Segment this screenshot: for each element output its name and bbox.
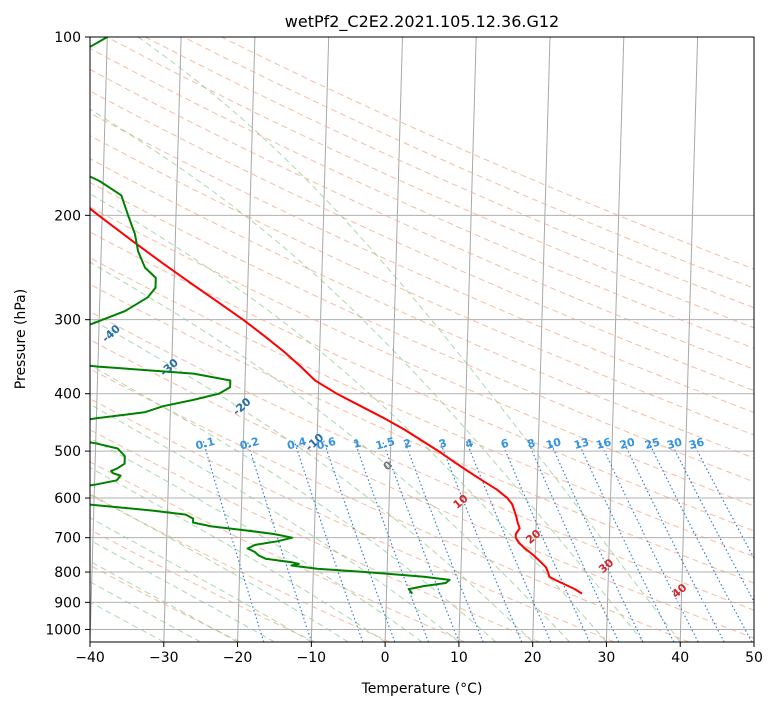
mixing-ratio-label: 6 <box>499 436 510 451</box>
x-axis-title: Temperature (°C) <box>361 681 483 697</box>
dewpoint-trace <box>90 37 451 595</box>
mixing-ratio-label: 1.5 <box>374 435 396 453</box>
moist-adiabat-line <box>90 261 570 642</box>
dry-adiabat-line <box>90 461 465 642</box>
y-tick-label: 200 <box>54 208 81 224</box>
y-tick-label: 900 <box>54 595 81 611</box>
mixing-ratio-label: 4 <box>464 436 475 451</box>
mixing-ratio-label: 2 <box>402 436 413 451</box>
moist-adiabat-line <box>90 403 460 642</box>
mixing-ratio-label: 0.1 <box>194 435 216 453</box>
mixing-ratio-label: 0.4 <box>286 435 309 453</box>
dry-adiabat-line <box>90 368 690 642</box>
moist-adiabat-line <box>90 493 349 642</box>
isotherm-line <box>605 37 625 642</box>
x-tick-label: 0 <box>381 650 390 666</box>
y-tick-label: 700 <box>54 531 81 547</box>
x-tick-label: 30 <box>598 650 616 666</box>
isotherm-line <box>458 37 477 642</box>
isotherm-line <box>163 37 182 642</box>
mixing-ratio-label: 13 <box>572 435 590 452</box>
isotherm-line <box>532 37 551 642</box>
mixing-ratio-line <box>202 440 265 642</box>
mixing-ratio-line <box>439 440 523 642</box>
dry-adiabat-line <box>144 37 754 309</box>
dry-adiabat-line <box>90 429 540 642</box>
mixing-ratio-label: 0.6 <box>315 435 338 453</box>
mixing-ratio-line <box>669 440 754 603</box>
x-tick-label: 20 <box>524 650 542 666</box>
mixing-ratio-label: 3 <box>437 436 448 451</box>
moist-adiabat-line <box>90 193 607 642</box>
isotherm-line <box>90 37 108 642</box>
dry-adiabat-line <box>90 310 754 611</box>
dry-adiabat-line <box>90 339 754 639</box>
dry-adiabat-line <box>90 68 754 370</box>
dry-adiabat-line <box>90 112 754 414</box>
mixing-ratio-line <box>323 440 396 642</box>
x-tick-label: −30 <box>149 650 179 666</box>
mixing-ratio-label: 8 <box>526 436 537 451</box>
dry-adiabat-line <box>90 206 754 507</box>
y-tick-label: 1000 <box>45 622 81 638</box>
isotherm-line <box>237 37 256 642</box>
y-axis-ticks: 100 200 300 400 500 600 700 800 900 1000 <box>45 30 90 638</box>
moist-adiabat-line <box>90 467 386 642</box>
y-tick-label: 300 <box>54 313 81 329</box>
plot-frame <box>89 36 755 643</box>
mixing-ratio-label: 10 <box>544 435 562 452</box>
dry-adiabat-line <box>90 231 754 532</box>
moist-adiabat-line <box>90 437 423 642</box>
mixing-ratio-label: 1 <box>352 436 363 451</box>
y-tick-label: 800 <box>54 565 81 581</box>
x-axis-ticks: −40 −30 −20 −10 0 10 20 30 40 50 <box>75 642 763 666</box>
dry-adiabat-line <box>90 398 615 642</box>
mixing-ratio-line <box>691 440 754 560</box>
dry-adiabat-line <box>90 494 391 642</box>
temperature-trace <box>90 207 583 595</box>
chart-title: wetPf2_C2E2.2021.105.12.36.G12 <box>285 12 559 32</box>
dry-adiabat-line <box>90 564 241 642</box>
moist-adiabat-line <box>90 364 497 642</box>
y-tick-label: 500 <box>54 444 81 460</box>
x-tick-label: 40 <box>671 650 689 666</box>
x-tick-label: −10 <box>297 650 327 666</box>
moist-adiabat-line <box>90 317 534 642</box>
isotherm-line <box>384 37 403 642</box>
mixing-ratio-label: 25 <box>643 435 661 452</box>
y-tick-label: 400 <box>54 387 81 403</box>
mixing-ratio-line <box>577 440 675 642</box>
moist-adiabat-line <box>90 517 312 642</box>
mixing-ratio-line <box>647 440 753 642</box>
x-tick-label: 50 <box>745 650 763 666</box>
dry-adiabat-line <box>90 135 754 436</box>
mixing-ratio-label: 0.2 <box>238 435 260 453</box>
background-lines <box>90 37 754 642</box>
dry-adiabat-line <box>90 47 754 349</box>
mixing-ratio-line <box>353 440 430 642</box>
y-tick-label: 600 <box>54 491 81 507</box>
sounding-traces <box>90 37 583 595</box>
moist-adiabat-line <box>90 108 644 642</box>
isotherm-line <box>753 624 754 642</box>
x-tick-label: −40 <box>75 650 105 666</box>
y-tick-label: 100 <box>54 30 81 46</box>
isotherm-line <box>310 37 330 642</box>
x-tick-label: −20 <box>223 650 253 666</box>
y-axis-title: Pressure (hPa) <box>13 289 29 389</box>
mixing-ratio-label: 36 <box>688 435 706 452</box>
moist-adiabat-line <box>137 37 681 642</box>
mixing-ratio-label: 30 <box>665 435 683 452</box>
mixing-ratio-line <box>465 440 552 642</box>
isotherm-line <box>679 37 699 642</box>
mixing-ratio-label: 20 <box>618 435 636 452</box>
mixing-ratio-label: 16 <box>595 435 613 452</box>
mixing-ratio-line <box>500 440 591 642</box>
plot-background <box>90 37 754 642</box>
mixing-ratio-line <box>599 440 699 642</box>
x-tick-label: 10 <box>450 650 468 666</box>
